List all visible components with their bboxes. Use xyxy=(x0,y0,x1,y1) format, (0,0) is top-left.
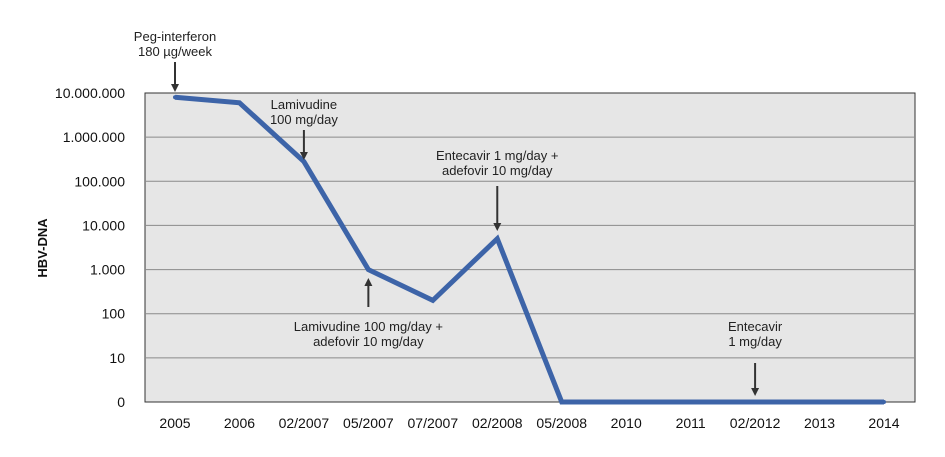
x-tick-label: 02/2012 xyxy=(730,415,781,431)
annotation-text: adefovir 10 mg/day xyxy=(313,334,424,349)
annotation-text: 100 mg/day xyxy=(270,112,338,127)
y-tick-label: 10.000.000 xyxy=(55,85,125,101)
x-tick-label: 2011 xyxy=(676,415,706,431)
y-tick-label: 1.000 xyxy=(90,262,125,278)
annotation-text: adefovir 10 mg/day xyxy=(442,163,553,178)
data-point xyxy=(559,400,564,404)
x-tick-label: 2005 xyxy=(159,415,190,431)
data-point xyxy=(624,400,629,404)
y-tick-label: 0 xyxy=(117,394,125,410)
y-tick-label: 100.000 xyxy=(74,173,125,189)
series-group xyxy=(173,94,886,405)
data-point xyxy=(237,100,242,105)
data-point xyxy=(688,400,693,404)
data-point xyxy=(430,298,435,303)
annotation-text: Entecavir xyxy=(728,319,783,334)
annotation-text: 1 mg/day xyxy=(728,334,782,349)
x-tick-label: 05/2008 xyxy=(536,415,587,431)
x-tick-labels: 2005 2006 02/2007 05/2007 07/2007 02/2008 05/2… xyxy=(159,415,899,431)
y-tick-label: 10.000 xyxy=(82,217,125,233)
gridlines xyxy=(145,136,915,359)
annotation: Entecavir 1 mg/day +adefovir 10 mg/day xyxy=(436,148,559,231)
series-line xyxy=(174,94,884,405)
y-tick-label: 10 xyxy=(109,350,125,366)
annotation-text: Peg-interferon xyxy=(134,29,216,44)
data-point xyxy=(301,159,306,164)
annotation-text: 180 µg/week xyxy=(138,44,212,59)
y-tick-labels: 0 10 100 1.000 10.000 100.000 1.000.000 10.000.… xyxy=(55,85,125,410)
annotation-text: Entecavir 1 mg/day + xyxy=(436,148,558,163)
y-tick-label: 100 xyxy=(102,306,126,322)
x-tick-label: 02/2008 xyxy=(472,415,523,431)
y-axis-label: HBV-DNA xyxy=(35,218,50,278)
annotation-text: Lamivudine 100 mg/day + xyxy=(294,319,443,334)
data-point xyxy=(753,400,758,404)
data-point xyxy=(495,236,500,241)
data-point xyxy=(366,267,371,272)
plot-area xyxy=(144,92,916,403)
data-point xyxy=(173,95,177,100)
x-tick-label: 2006 xyxy=(224,415,255,431)
x-tick-label: 2014 xyxy=(868,415,899,431)
annotation: Lamivudine 100 mg/day +adefovir 10 mg/da… xyxy=(294,278,443,349)
x-tick-label: 05/2007 xyxy=(343,415,394,431)
y-tick-label: 1.000.000 xyxy=(63,129,125,145)
x-tick-label: 2013 xyxy=(804,415,835,431)
x-tick-label: 07/2007 xyxy=(408,415,459,431)
data-point xyxy=(817,400,822,404)
annotation-text: Lamivudine xyxy=(271,97,338,112)
x-tick-label: 2010 xyxy=(611,415,642,431)
x-tick-label: 02/2007 xyxy=(279,415,330,431)
data-point xyxy=(882,400,886,404)
